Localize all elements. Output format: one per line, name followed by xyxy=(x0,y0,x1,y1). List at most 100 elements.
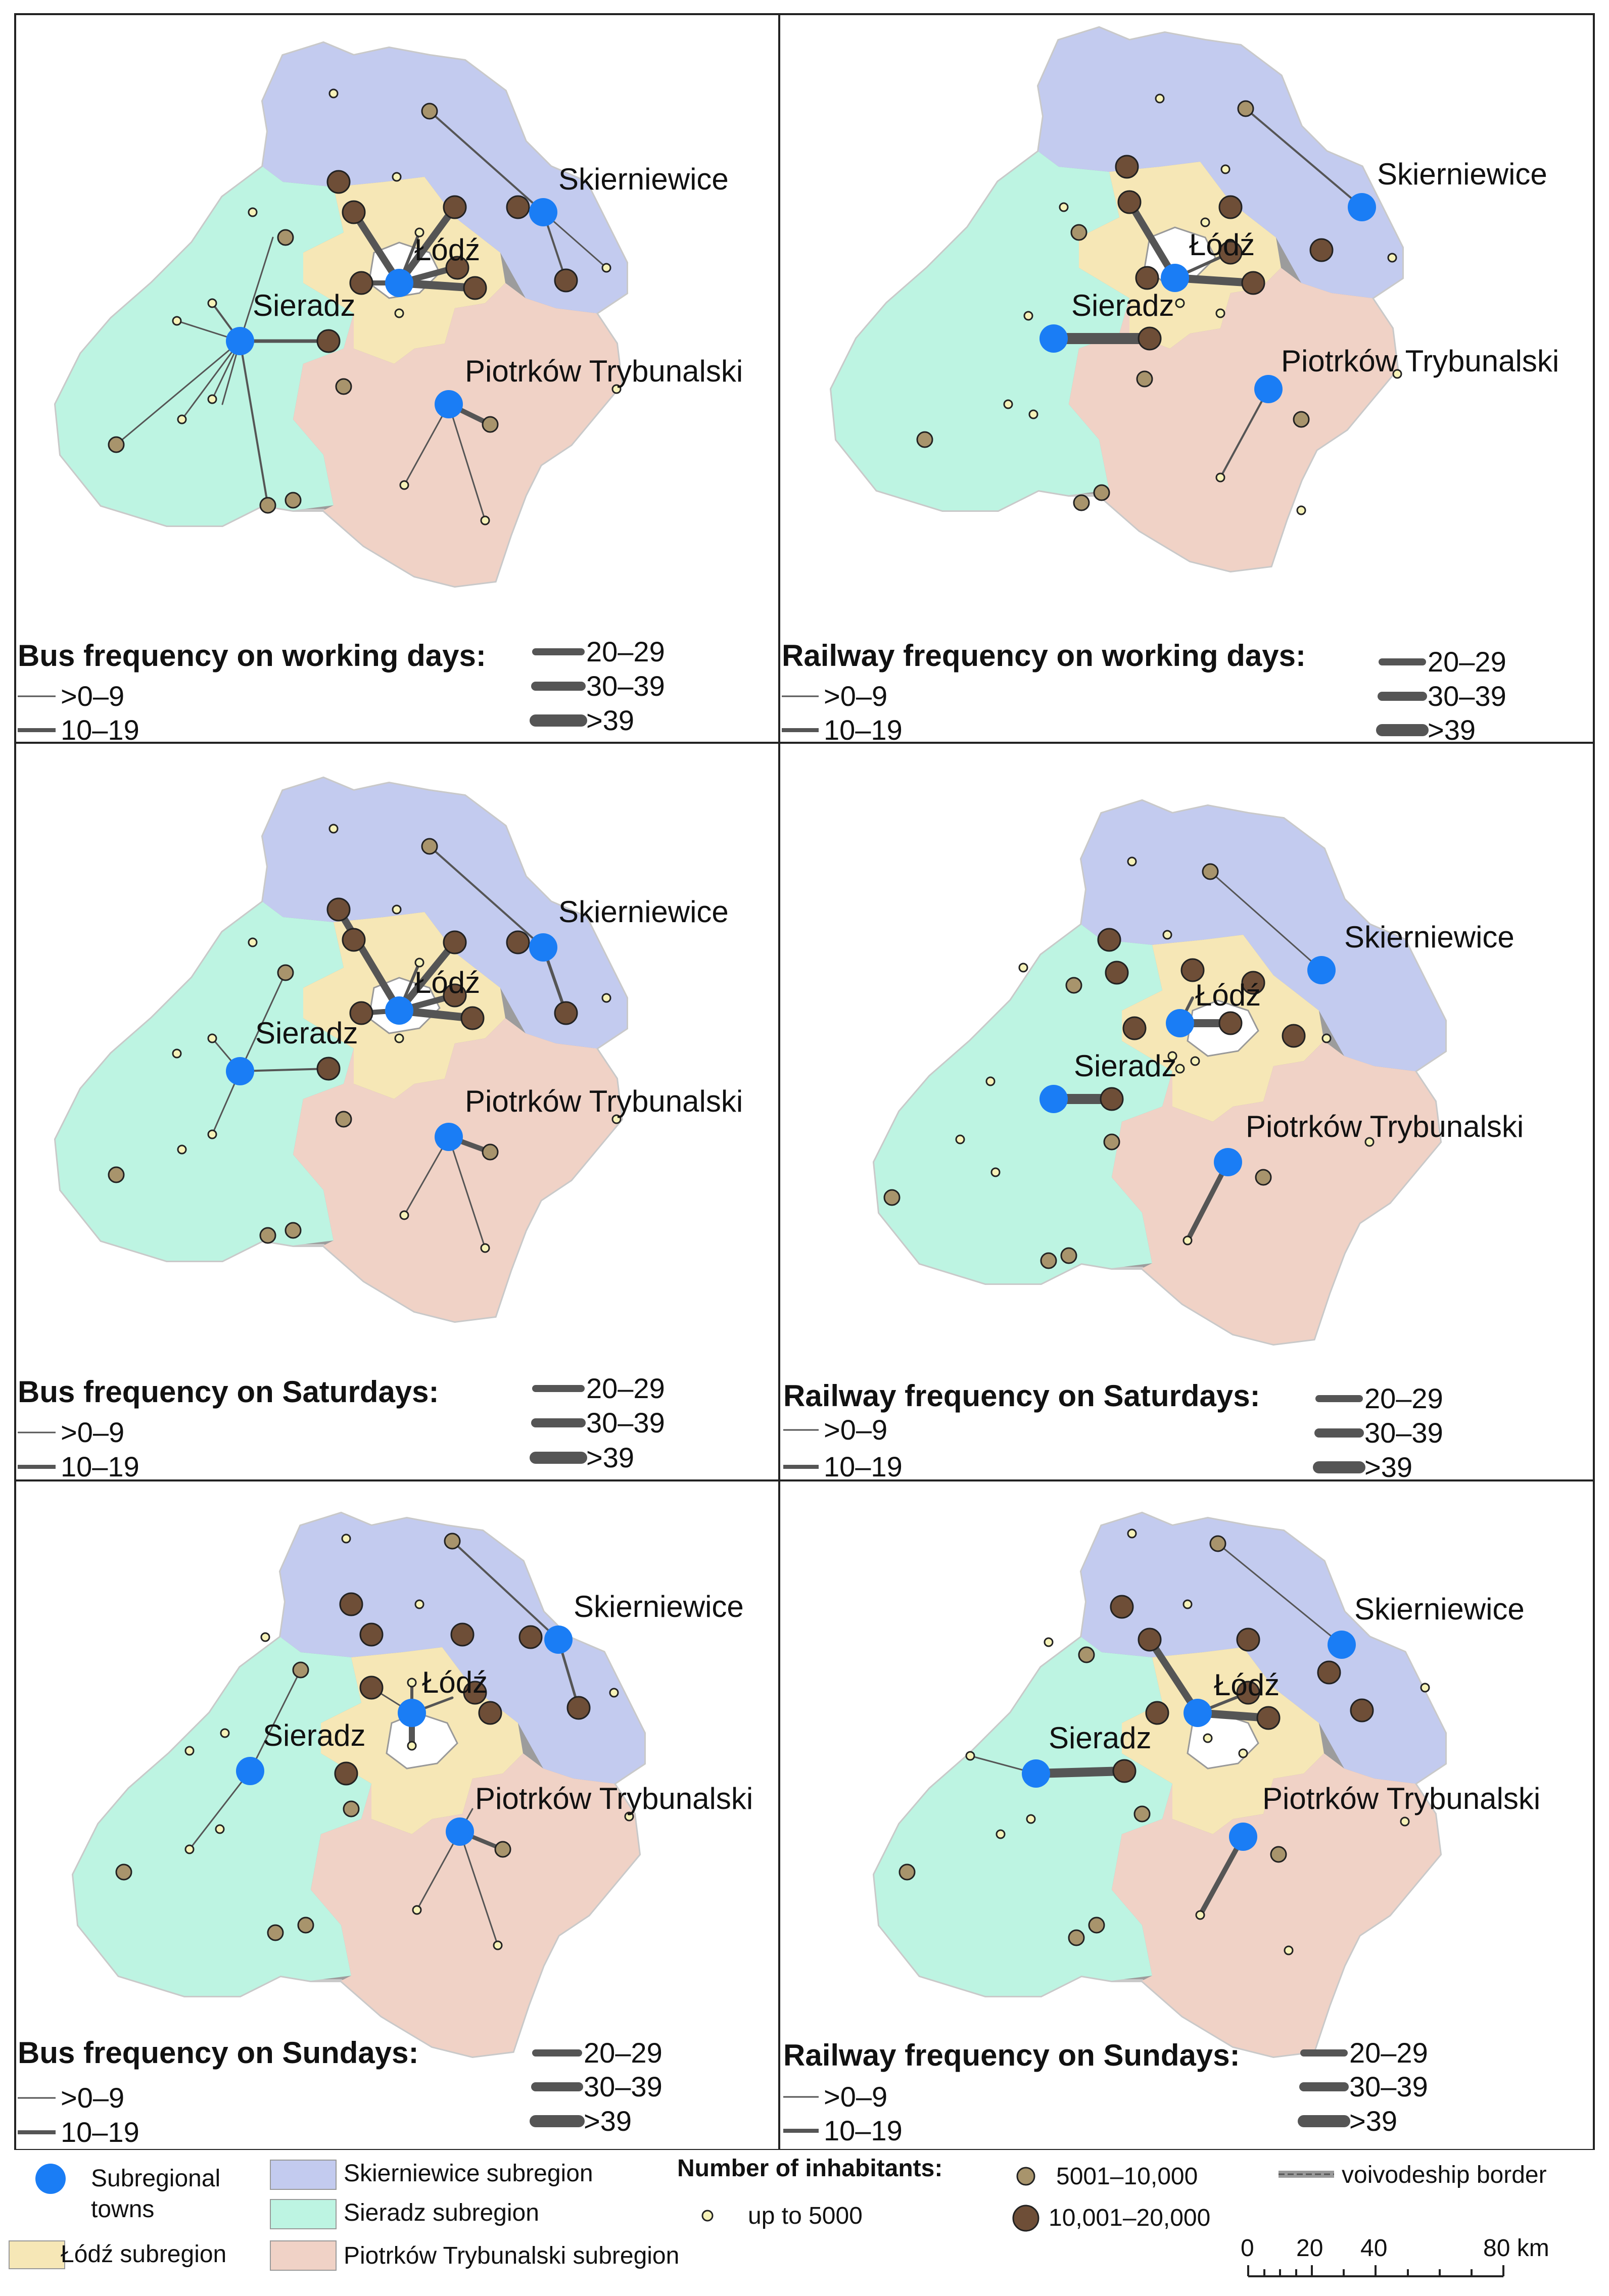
panel-rail-saturday: Łódź Sieradz Skierniewice Piotrków Trybu… xyxy=(783,801,1524,1483)
legend-skierniewice-subregion: Skierniewice subregion xyxy=(344,2160,593,2187)
panel-title: Bus frequency on working days: xyxy=(18,639,486,673)
label-sieradz: Sieradz xyxy=(253,289,355,322)
legend-0-9: >0–9 xyxy=(61,2082,124,2114)
label-skierniewice: Skierniewice xyxy=(558,162,729,196)
panel-bus-sunday: Łódź Sieradz Skierniewice Piotrków Trybu… xyxy=(18,1513,753,2148)
label-lodz: Łódź xyxy=(422,1665,488,1699)
towns xyxy=(108,824,622,1253)
scale-80km: 80 km xyxy=(1483,2235,1549,2262)
panel-legend: Railway frequency on Sundays: >0–9 10–19… xyxy=(783,2037,1428,2146)
legend-voivodeship-border: voivodeship border xyxy=(1342,2162,1547,2188)
panel-legend: Bus frequency on working days: >0–9 10–1… xyxy=(18,636,665,746)
legend-20-29: 20–29 xyxy=(586,1372,665,1404)
label-skierniewice: Skierniewice xyxy=(574,1590,744,1623)
label-sieradz: Sieradz xyxy=(1074,1049,1176,1083)
legend-39: >39 xyxy=(586,1442,634,1473)
subregional-towns xyxy=(236,1625,573,1846)
label-piotrkow: Piotrków Trybunalski xyxy=(1262,1782,1540,1815)
towns xyxy=(898,1528,1430,1955)
map-legend: Subregional towns Łódź subregion Skierni… xyxy=(9,2155,1549,2277)
legend-30-39: 30–39 xyxy=(1428,680,1506,712)
swatch-up-to-5000 xyxy=(701,2210,714,2222)
legend-10-19: 10–19 xyxy=(824,1451,903,1482)
scale-bar xyxy=(1247,2265,1504,2277)
legend-30-39: 30–39 xyxy=(586,670,665,702)
label-sieradz: Sieradz xyxy=(255,1016,358,1050)
legend-inhabitants-title: Number of inhabitants: xyxy=(677,2155,942,2182)
legend-10-19: 10–19 xyxy=(61,2116,139,2148)
panel-bus-saturday: Łódź Sieradz Skierniewice Piotrków Trybu… xyxy=(18,778,743,1482)
legend-20-29: 20–29 xyxy=(1428,646,1506,678)
legend-10001-20000: 10,001–20,000 xyxy=(1049,2205,1210,2231)
legend-20-29: 20–29 xyxy=(1364,1382,1443,1414)
subregional-towns xyxy=(1039,956,1336,1176)
legend-0-9: >0–9 xyxy=(824,2081,887,2113)
swatch-10001-20000 xyxy=(1012,2205,1039,2232)
legend-30-39: 30–39 xyxy=(586,1407,665,1439)
subregional-towns xyxy=(226,933,557,1151)
subregional-towns xyxy=(1022,1631,1356,1851)
label-lodz: Łódź xyxy=(1189,228,1255,262)
panel-title: Bus frequency on Saturdays: xyxy=(18,1375,439,1409)
label-piotrkow: Piotrków Trybunalski xyxy=(465,354,743,388)
label-sieradz: Sieradz xyxy=(1071,289,1174,322)
scale-0: 0 xyxy=(1241,2235,1254,2262)
label-lodz: Łódź xyxy=(1195,978,1261,1012)
panel-legend: Railway frequency on working days: >0–9 … xyxy=(782,639,1506,746)
legend-0-9: >0–9 xyxy=(61,1416,124,1448)
legend-30-39: 30–39 xyxy=(584,2071,662,2102)
legend-up-to-5000: up to 5000 xyxy=(748,2203,863,2229)
legend-0-9: >0–9 xyxy=(824,680,887,712)
label-skierniewice: Skierniewice xyxy=(1354,1592,1525,1626)
legend-39: >39 xyxy=(586,704,634,736)
legend-39: >39 xyxy=(584,2105,632,2137)
label-lodz: Łódź xyxy=(414,966,480,999)
swatch-skierniewice-subregion xyxy=(270,2160,337,2190)
label-piotrkow: Piotrków Trybunalski xyxy=(465,1084,743,1118)
label-skierniewice: Skierniewice xyxy=(558,895,729,929)
towns xyxy=(916,93,1402,515)
legend-sieradz-subregion: Sieradz subregion xyxy=(344,2199,539,2226)
legend-39: >39 xyxy=(1364,1451,1412,1483)
label-piotrkow: Piotrków Trybunalski xyxy=(1246,1110,1524,1143)
scale-40: 40 xyxy=(1360,2235,1387,2262)
panel-title: Railway frequency on Sundays: xyxy=(783,2038,1240,2072)
legend-20-29: 20–29 xyxy=(584,2037,662,2069)
panel-legend: Bus frequency on Sundays: >0–9 10–19 20–… xyxy=(18,2036,662,2148)
panel-title: Railway frequency on working days: xyxy=(782,639,1306,673)
legend-39: >39 xyxy=(1428,714,1476,746)
label-sieradz: Sieradz xyxy=(1049,1721,1151,1755)
swatch-piotrkow-subregion xyxy=(270,2240,337,2271)
legend-30-39: 30–39 xyxy=(1364,1417,1443,1449)
legend-10-19: 10–19 xyxy=(61,714,139,746)
legend-subregional-line1: Subregional xyxy=(91,2165,220,2192)
label-sieradz: Sieradz xyxy=(263,1718,365,1752)
legend-10-19: 10–19 xyxy=(61,1451,139,1482)
label-lodz: Łódź xyxy=(414,233,480,267)
label-piotrkow: Piotrków Trybunalski xyxy=(475,1782,753,1815)
map-figure: Łódź Sieradz Skierniewice Piotrków Trybu… xyxy=(14,13,1595,2150)
panel-frames xyxy=(14,13,1595,2150)
label-lodz: Łódź xyxy=(1214,1668,1280,1702)
legend-30-39: 30–39 xyxy=(1349,2071,1428,2102)
panel-title: Railway frequency on Saturdays: xyxy=(783,1379,1260,1413)
label-skierniewice: Skierniewice xyxy=(1344,920,1515,954)
subregional-towns xyxy=(226,198,557,418)
scale-20: 20 xyxy=(1296,2235,1323,2262)
swatch-5001-10000 xyxy=(1016,2167,1035,2186)
legend-20-29: 20–29 xyxy=(586,636,665,667)
legend-0-9: >0–9 xyxy=(824,1414,887,1446)
panel-legend: Bus frequency on Saturdays: >0–9 10–19 2… xyxy=(18,1372,665,1482)
legend-20-29: 20–29 xyxy=(1349,2037,1428,2069)
towns xyxy=(108,88,622,525)
legend-piotrkow-subregion: Piotrków Trybunalski subregion xyxy=(344,2242,679,2269)
subregional-towns xyxy=(1039,193,1376,403)
legend-lodz-subregion: Łódź subregion xyxy=(61,2241,226,2268)
towns xyxy=(883,856,1375,1269)
label-piotrkow: Piotrków Trybunalski xyxy=(1281,344,1559,378)
swatch-lodz-subregion xyxy=(9,2240,65,2269)
label-skierniewice: Skierniewice xyxy=(1377,157,1547,191)
legend-10-19: 10–19 xyxy=(824,714,903,746)
legend-5001-10000: 5001–10,000 xyxy=(1056,2163,1198,2190)
towns xyxy=(115,1533,634,1950)
